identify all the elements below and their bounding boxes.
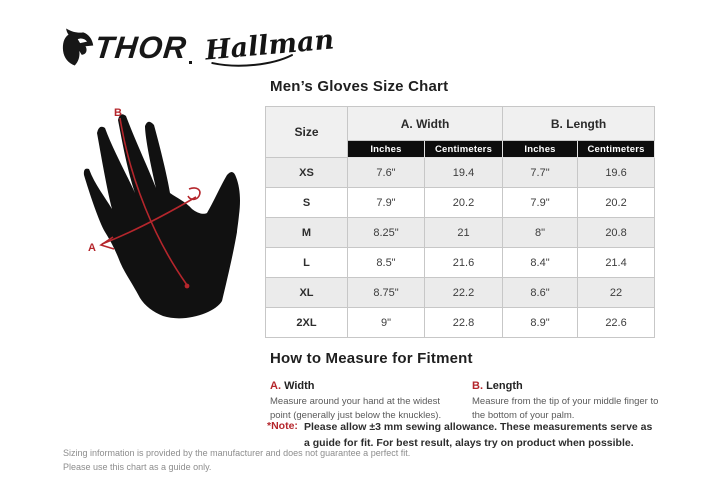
brand-logos: THOR Hallman <box>60 24 335 76</box>
size-cell: L <box>265 247 348 278</box>
length-centimeters-cell: 20.8 <box>577 217 656 248</box>
subheader-length-inches: Inches <box>502 140 579 158</box>
fitment-length-letter: B. <box>472 380 483 392</box>
note-label: *Note: <box>267 420 298 432</box>
fitment-width-letter: A. <box>270 380 281 392</box>
thor-registered-dot <box>188 61 192 64</box>
width-centimeters-cell: 21.6 <box>423 247 504 278</box>
measure-line-a-right-arrow <box>187 187 201 201</box>
subheader-width-inches: Inches <box>347 140 425 158</box>
size-chart-table: Size A. Width B. Length Inches Centimete… <box>265 106 656 338</box>
length-centimeters-cell: 22 <box>577 277 656 308</box>
width-centimeters-cell: 22.8 <box>423 307 504 338</box>
table-row: S 7.9" 20.2 7.9" 20.2 <box>265 187 656 218</box>
length-inches-cell: 7.7" <box>502 157 579 188</box>
fitment-title: How to Measure for Fitment <box>270 350 473 367</box>
size-chart-title: Men’s Gloves Size Chart <box>270 78 449 95</box>
fitment-width-text: Measure around your hand at the widest p… <box>270 396 442 421</box>
label-b: B <box>114 107 122 119</box>
measure-line-a-left-arrow <box>99 236 115 250</box>
length-inches-cell: 8.4" <box>502 247 579 278</box>
fitment-width-label: A. Width <box>270 380 460 392</box>
width-centimeters-cell: 22.2 <box>423 277 504 308</box>
length-inches-cell: 8.9" <box>502 307 579 338</box>
thor-helmet-icon <box>62 28 94 66</box>
fitment-length-label: B. Length <box>472 380 662 392</box>
column-header-size: Size <box>265 106 348 158</box>
width-inches-cell: 8.5" <box>347 247 425 278</box>
width-centimeters-cell: 19.4 <box>423 157 504 188</box>
size-cell: M <box>265 217 348 248</box>
fitment-width-column: A. Width Measure around your hand at the… <box>270 380 460 423</box>
length-centimeters-cell: 20.2 <box>577 187 656 218</box>
subheader-width-centimeters: Centimeters <box>423 140 504 158</box>
length-centimeters-cell: 21.4 <box>577 247 656 278</box>
footer-line-2: Please use this chart as a guide only. <box>63 462 212 473</box>
hallman-logo: Hallman <box>204 24 335 67</box>
fitment-width-word: Width <box>284 380 315 392</box>
subheader-length-centimeters: Centimeters <box>577 140 656 158</box>
sizing-note: *Note: Please allow ±3 mm sewing allowan… <box>267 420 659 452</box>
width-inches-cell: 9" <box>347 307 425 338</box>
column-header-width: A. Width <box>346 106 504 141</box>
length-inches-cell: 7.9" <box>502 187 579 218</box>
thor-logo: THOR <box>60 26 192 68</box>
glove-measurement-illustration: B A <box>83 107 240 319</box>
fitment-section: How to Measure for Fitment A. Width Meas… <box>270 350 662 423</box>
fitment-length-word: Length <box>486 380 523 392</box>
size-cell: XS <box>265 157 348 188</box>
table-row: M 8.25" 21 8" 20.8 <box>265 217 656 248</box>
measure-line-b-end-dot <box>184 283 190 289</box>
length-inches-cell: 8.6" <box>502 277 579 308</box>
hallman-swash <box>211 54 293 67</box>
note-text: Please allow ±3 mm sewing allowance. The… <box>304 421 653 449</box>
table-row: XL 8.75" 22.2 8.6" 22 <box>265 277 656 308</box>
fitment-length-column: B. Length Measure from the tip of your m… <box>472 380 662 423</box>
width-centimeters-cell: 20.2 <box>423 187 504 218</box>
width-inches-cell: 8.75" <box>347 277 425 308</box>
width-centimeters-cell: 21 <box>423 217 504 248</box>
measure-line-a <box>101 196 197 245</box>
length-inches-cell: 8" <box>502 217 579 248</box>
size-cell: XL <box>265 277 348 308</box>
width-inches-cell: 8.25" <box>347 217 425 248</box>
size-cell: S <box>265 187 348 218</box>
thor-wordmark: THOR <box>93 29 189 65</box>
label-a: A <box>88 242 96 254</box>
table-row: XS 7.6" 19.4 7.7" 19.6 <box>265 157 656 188</box>
size-cell: 2XL <box>265 307 348 338</box>
width-inches-cell: 7.6" <box>347 157 425 188</box>
fitment-length-text: Measure from the tip of your middle fing… <box>472 396 659 421</box>
length-centimeters-cell: 22.6 <box>577 307 656 338</box>
column-header-length: B. Length <box>502 106 656 141</box>
footer-line-1: Sizing information is provided by the ma… <box>63 448 411 458</box>
footer-disclaimer: Sizing information is provided by the ma… <box>63 446 410 475</box>
length-centimeters-cell: 19.6 <box>577 157 656 188</box>
table-row: L 8.5" 21.6 8.4" 21.4 <box>265 247 656 278</box>
width-inches-cell: 7.9" <box>347 187 425 218</box>
measure-line-b <box>119 117 188 286</box>
table-row: 2XL 9" 22.8 8.9" 22.6 <box>265 307 656 338</box>
